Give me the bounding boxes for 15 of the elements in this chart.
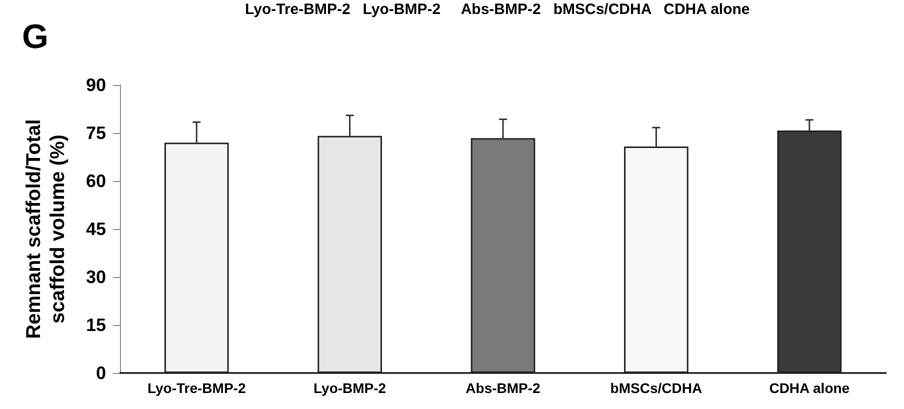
- y-tick-label: 0: [96, 363, 106, 383]
- x-tick-label: Lyo-Tre-BMP-2: [147, 380, 246, 396]
- y-tick-label: 45: [86, 219, 106, 239]
- x-tick-label: Lyo-BMP-2: [314, 380, 386, 396]
- y-tick-label: 60: [86, 171, 106, 191]
- y-tick-label: 15: [86, 315, 106, 335]
- y-tick-label: 30: [86, 267, 106, 287]
- text: Lyo-Tre-BMP-2 Lyo-BMP-2 Abs-BMP-2 bMSCs/CDHA CDHA alone: [245, 1, 750, 18]
- x-tick-label: Abs-BMP-2: [466, 380, 541, 396]
- y-tick-label: 75: [86, 123, 106, 143]
- y-tick-label: 90: [86, 75, 106, 95]
- x-tick-label: bMSCs/CDHA: [610, 380, 702, 396]
- y-axis-title: Remnant scaffold/Total scaffold volume (%): [23, 119, 69, 339]
- x-tick-label: CDHA alone: [769, 380, 850, 396]
- text: G: [22, 18, 48, 56]
